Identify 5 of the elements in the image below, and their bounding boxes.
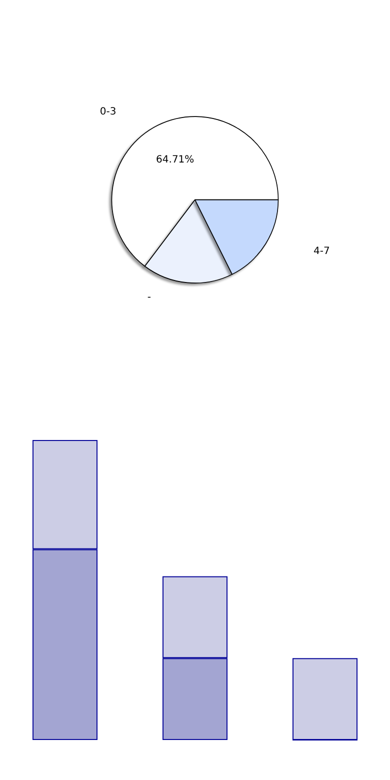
slice-label: 0-3	[100, 106, 116, 118]
slice-label: -	[147, 292, 152, 304]
bar	[292, 658, 358, 740]
slice-label: 4-7	[314, 246, 330, 258]
data-label: 64.71%	[156, 154, 194, 166]
